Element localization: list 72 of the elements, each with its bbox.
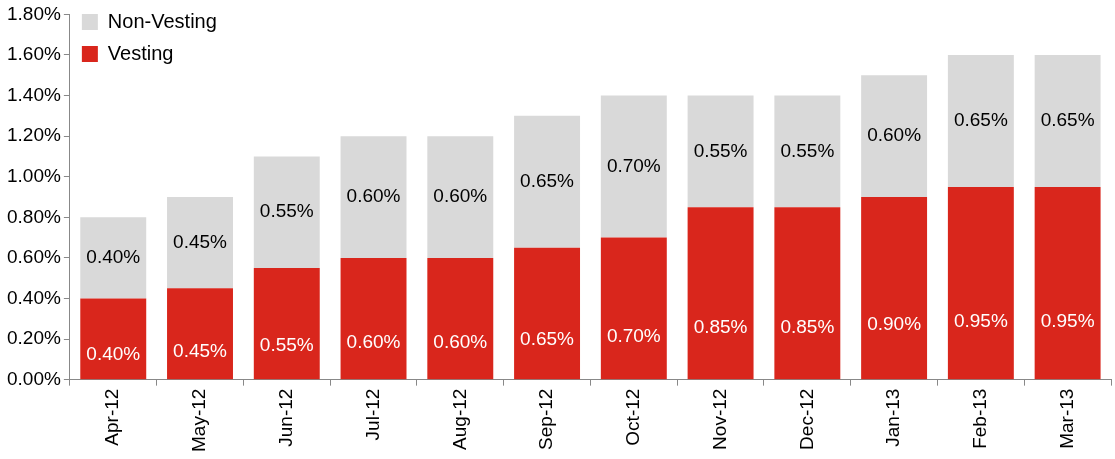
bar	[167, 197, 233, 289]
x-tick-label: May-12	[188, 388, 210, 452]
x-tick-label: Jul-12	[361, 388, 383, 441]
data-label: 0.60%	[867, 124, 922, 146]
bar	[253, 268, 320, 380]
bar	[861, 197, 928, 380]
bar	[427, 136, 494, 258]
data-label: 0.65%	[520, 327, 575, 349]
bar	[1034, 54, 1101, 187]
bar	[340, 136, 407, 258]
bar	[514, 115, 581, 248]
bar	[514, 247, 581, 380]
data-label: 0.65%	[1040, 109, 1095, 131]
data-label: 0.55%	[693, 139, 748, 161]
data-label: 0.90%	[867, 312, 922, 334]
x-tick-label: Aug-12	[448, 388, 470, 450]
data-label: 0.40%	[86, 343, 141, 365]
bar	[167, 288, 233, 380]
data-label: 0.60%	[433, 331, 488, 352]
data-label: 0.55%	[259, 334, 314, 356]
bar	[774, 207, 841, 380]
y-tick-label: 1.20%	[7, 124, 61, 146]
bar	[340, 257, 407, 380]
bar	[861, 75, 928, 198]
bar	[427, 257, 494, 380]
data-label: 0.85%	[693, 315, 748, 337]
x-tick-label: Jun-12	[275, 388, 297, 447]
bar	[253, 156, 320, 269]
data-label: 0.65%	[953, 109, 1008, 131]
data-label: 0.70%	[606, 154, 661, 176]
x-tick-label: Dec-12	[795, 388, 817, 450]
x-tick-label: Sep-12	[535, 388, 557, 450]
x-tick-label: Mar-13	[1055, 388, 1077, 449]
y-tick-label: 0.40%	[7, 286, 61, 308]
y-tick-label: 0.60%	[7, 246, 61, 268]
data-label: 0.55%	[780, 139, 835, 161]
data-label: 0.45%	[173, 230, 228, 252]
y-tick-label: 1.60%	[7, 43, 61, 65]
x-tick-label: Nov-12	[708, 388, 730, 450]
data-label: 0.60%	[433, 185, 488, 207]
y-tick-label: 1.80%	[7, 2, 61, 24]
data-label: 0.85%	[780, 315, 835, 337]
data-label: 0.95%	[953, 309, 1008, 331]
bar	[774, 95, 841, 208]
x-tick-label: Feb-13	[969, 388, 991, 449]
bar	[687, 207, 754, 380]
bar	[1034, 186, 1101, 380]
y-tick-label: 1.00%	[7, 164, 61, 186]
legend-label: Non-Vesting	[107, 9, 217, 32]
bar	[600, 95, 667, 238]
data-label: 0.70%	[606, 324, 661, 346]
bar	[80, 298, 147, 380]
bar	[600, 237, 667, 380]
y-tick-label: 0.00%	[7, 367, 61, 389]
legend-label: Vesting	[107, 41, 174, 64]
y-tick-label: 0.80%	[7, 205, 61, 227]
data-label: 0.45%	[173, 340, 228, 362]
y-tick-label: 1.40%	[7, 83, 61, 105]
data-label: 0.55%	[259, 200, 314, 222]
x-tick-label: Apr-12	[101, 388, 123, 446]
bar	[80, 217, 147, 299]
data-label: 0.95%	[1040, 309, 1095, 331]
bar	[687, 95, 754, 208]
data-label: 0.60%	[346, 331, 401, 352]
x-tick-label: Jan-13	[882, 388, 904, 447]
data-label: 0.40%	[86, 246, 141, 268]
data-label: 0.60%	[346, 185, 401, 207]
x-tick-label: Oct-12	[622, 388, 644, 446]
bar	[947, 186, 1014, 380]
data-label: 0.65%	[520, 170, 575, 192]
y-tick-label: 0.20%	[7, 327, 61, 349]
bar	[947, 54, 1014, 187]
